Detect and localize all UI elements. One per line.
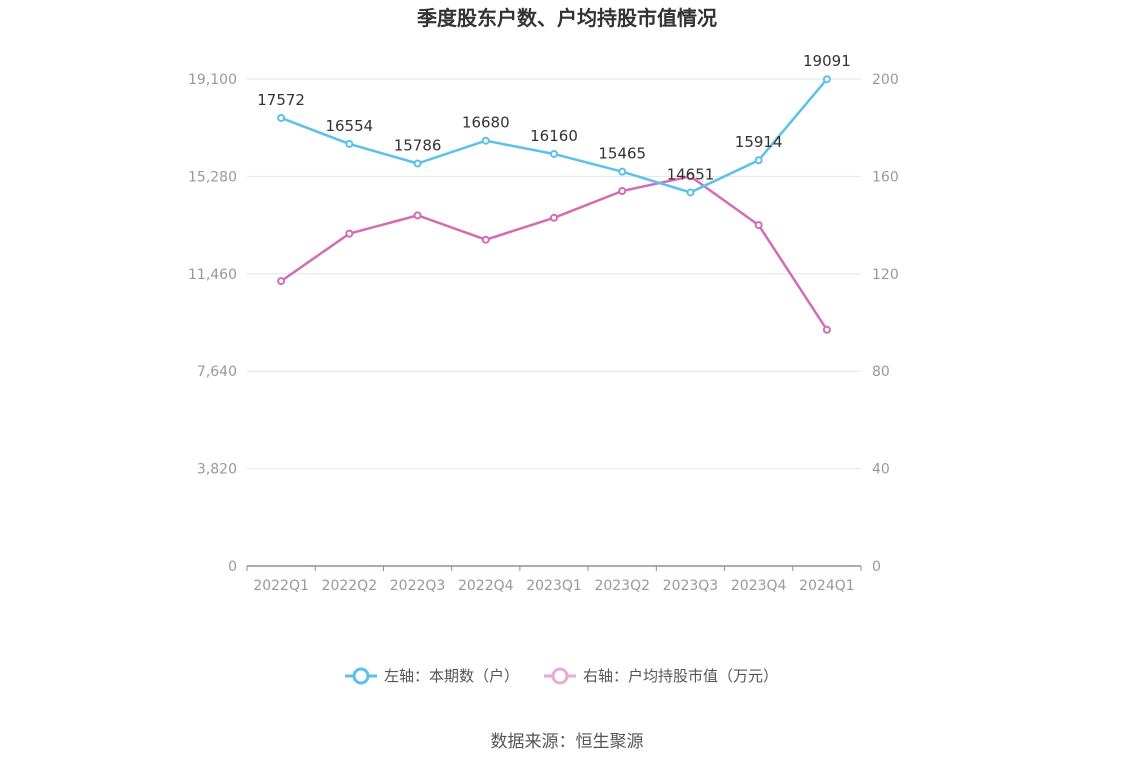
- left-tick-label: 15,280: [188, 169, 237, 185]
- data-point-series2[interactable]: [822, 325, 831, 334]
- data-point-series2[interactable]: [413, 211, 422, 220]
- data-point-series2[interactable]: [686, 172, 695, 181]
- data-point-series1[interactable]: [277, 113, 286, 122]
- data-point-series2[interactable]: [481, 235, 490, 244]
- x-tick-label: 2022Q3: [390, 578, 446, 594]
- data-point-series1[interactable]: [413, 159, 422, 168]
- left-tick-label: 11,460: [188, 267, 237, 283]
- right-tick-label: 160: [872, 169, 899, 185]
- data-point-series1[interactable]: [822, 75, 831, 84]
- data-label-series1: 15914: [735, 133, 783, 151]
- source-note: 数据来源：恒生聚源: [491, 732, 644, 752]
- left-tick-label: 7,640: [197, 364, 237, 380]
- left-tick-label: 3,820: [197, 462, 237, 478]
- right-tick-label: 40: [872, 462, 890, 478]
- left-tick-label: 19,100: [188, 72, 237, 88]
- legend-label-series1: 左轴：本期数（户）: [384, 667, 519, 685]
- right-axis-ticks: 0 40 80 120 160 200: [872, 72, 899, 575]
- data-label-series1: 15465: [598, 145, 646, 163]
- x-tick-label: 2022Q4: [458, 578, 514, 594]
- right-tick-label: 0: [872, 559, 881, 575]
- legend-label-series2: 右轴：户均持股市值（万元）: [583, 667, 778, 685]
- data-label-series1: 19091: [803, 52, 851, 70]
- x-tick-label: 2022Q1: [253, 578, 309, 594]
- grid-lines: [247, 78, 861, 567]
- x-tick-label: 2023Q2: [594, 578, 650, 594]
- data-point-series1[interactable]: [481, 136, 490, 145]
- data-labels: 17572 16554 15786 16680 16160 15465 14651 15914…: [257, 52, 850, 183]
- legend: 左轴：本期数（户） 右轴：户均持股市值（万元）: [345, 667, 778, 685]
- left-axis-ticks: 0 3,820 7,640 11,460 15,280 19,100: [188, 72, 237, 575]
- data-label-series1: 16160: [530, 127, 578, 145]
- x-tick-label: 2024Q1: [799, 578, 855, 594]
- x-tick-label: 2023Q3: [663, 578, 719, 594]
- data-label-series1: 15786: [394, 136, 442, 154]
- data-point-series2[interactable]: [345, 229, 354, 238]
- right-tick-label: 80: [872, 364, 890, 380]
- right-tick-label: 200: [872, 72, 899, 88]
- data-label-series1: 16554: [325, 117, 373, 135]
- series-line-2: [280, 175, 828, 331]
- left-tick-label: 0: [228, 559, 237, 575]
- series-lines: [277, 75, 831, 334]
- x-tick-label: 2023Q1: [526, 578, 582, 594]
- data-point-series1[interactable]: [550, 149, 558, 158]
- data-point-series2[interactable]: [754, 221, 763, 230]
- x-tick-label: 2023Q4: [731, 578, 787, 594]
- x-tick-label: 2022Q2: [322, 578, 378, 594]
- data-label-series1: 17572: [257, 91, 305, 109]
- data-point-series2[interactable]: [277, 277, 286, 286]
- legend-item-series2[interactable]: 右轴：户均持股市值（万元）: [544, 667, 778, 685]
- x-axis-ticks: 2022Q1 2022Q2 2022Q3 2022Q4 2023Q1 2023Q2 2023…: [246, 566, 862, 594]
- data-point-series2[interactable]: [618, 187, 627, 196]
- data-point-series1[interactable]: [686, 188, 695, 197]
- legend-item-series1[interactable]: 左轴：本期数（户）: [345, 667, 519, 685]
- right-tick-label: 120: [872, 267, 899, 283]
- data-label-series1: 16680: [462, 114, 510, 132]
- data-point-series1[interactable]: [618, 167, 627, 176]
- data-point-series1[interactable]: [754, 156, 763, 165]
- data-label-series1: 14651: [667, 165, 715, 183]
- data-point-series1[interactable]: [345, 139, 354, 148]
- chart-title: 季度股东户数、户均持股市值情况: [416, 6, 717, 30]
- data-point-series2[interactable]: [550, 213, 558, 222]
